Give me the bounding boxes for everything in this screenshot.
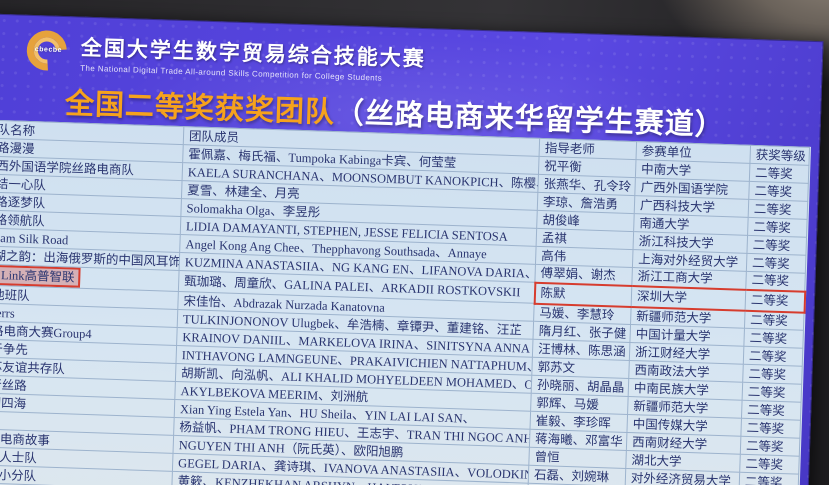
cbecbe-logo-icon: cbecbe [18, 22, 76, 79]
award-cell: 二等奖 [743, 328, 804, 349]
red-highlight-box: GP Link高普智联 [0, 264, 81, 288]
logo-wordmark: cbecbe [34, 46, 63, 55]
award-cell: 二等奖 [739, 454, 800, 475]
award-cell: 二等奖 [748, 181, 809, 202]
award-cell: 二等奖 [745, 271, 806, 292]
award-cell: 二等奖 [740, 418, 801, 439]
results-table-body: 丝路漫漫 霍佩嘉、梅氏福、Tumpoka Kabinga卡宾、何莹莹 祝平衡 中南大学… [0, 137, 809, 485]
award-cell: 二等奖 [742, 364, 803, 385]
award-cell: 二等奖 [746, 253, 806, 274]
award-cell: 二等奖 [748, 199, 808, 220]
award-cell: 二等奖 [747, 217, 808, 238]
award-cell: 二等奖 [749, 163, 809, 184]
award-cell: 二等奖 [742, 382, 802, 403]
column-header: 获奖等级 [749, 145, 810, 166]
award-cell: 二等奖 [739, 472, 799, 485]
award-cell: 二等奖 [743, 346, 803, 367]
unit-cell: 对外经济贸易大学 [625, 468, 740, 485]
projector-screen-slide: cbecbe 全国大学生数字贸易综合技能大赛 The National Digi… [0, 13, 824, 485]
award-cell: 二等奖 [740, 436, 800, 457]
award-cell: 二等奖 [745, 289, 805, 313]
banner-text: 全国大学生数字贸易综合技能大赛 The National Digital Tra… [80, 31, 426, 83]
award-cell: 二等奖 [744, 310, 805, 331]
advisor-cell: 石磊、刘婉琳 [528, 465, 626, 485]
awards-table: 团队名称 团队成员 指导老师 参赛单位 获奖等级 丝路漫漫 霍佩嘉、梅氏福、Tumpoka… [0, 119, 811, 485]
award-cell: 二等奖 [741, 400, 802, 421]
award-cell: 二等奖 [746, 235, 807, 256]
